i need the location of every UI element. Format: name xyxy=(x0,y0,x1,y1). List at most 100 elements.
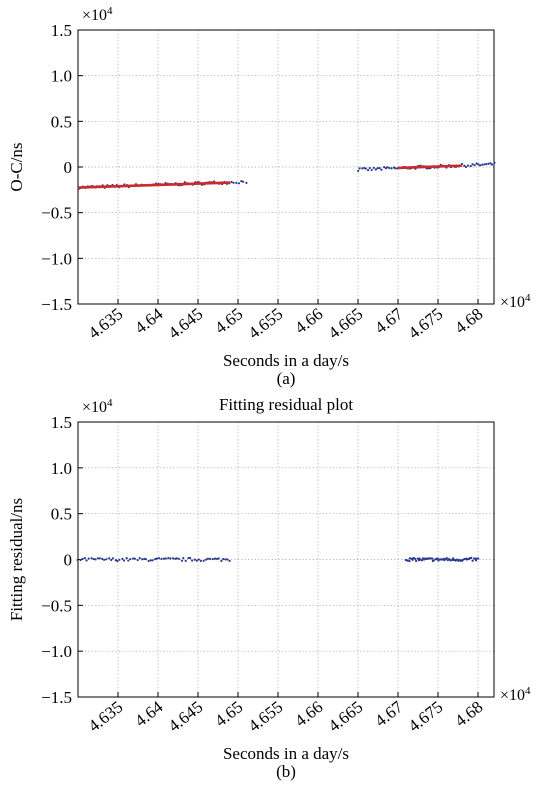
panel-a-y-multiplier: ×104 xyxy=(82,5,113,24)
panel-b-data-point xyxy=(111,557,114,560)
panel-a-data-point xyxy=(372,166,375,169)
panel-b-xtick-label: 4.655 xyxy=(245,697,287,736)
panel-b-data-point xyxy=(169,557,172,560)
panel-a-axes-frame xyxy=(77,29,495,305)
panel-a-data-point xyxy=(475,162,478,165)
panel-b-data-point xyxy=(217,557,220,560)
panel-b-data-point xyxy=(208,557,212,560)
panel-b-data-point xyxy=(121,557,124,560)
panel-b-xtick-label: 4.675 xyxy=(405,697,447,736)
panel-b-data-point xyxy=(81,557,84,560)
panel-b-data-point xyxy=(154,558,157,561)
panel-a-data-point xyxy=(464,165,468,169)
panel-b-data-point xyxy=(122,559,126,562)
panel-a-data-point xyxy=(383,166,386,169)
panel-b-data-point xyxy=(427,557,430,560)
panel-a-data-point xyxy=(487,162,490,165)
panel-b-ytick-label: −0.5 xyxy=(41,596,72,615)
panel-b-data-point xyxy=(220,559,223,562)
panel-b-data-point xyxy=(171,557,175,560)
panel-b-data-point xyxy=(144,558,147,561)
panel-b-data-point xyxy=(226,558,229,561)
panel-b-ylabel: Fitting residual/ns xyxy=(7,498,26,621)
panel-a-data-point xyxy=(469,164,472,168)
panel-b-data-point xyxy=(90,557,93,560)
panel-a-x-multiplier: ×104 xyxy=(500,292,531,311)
panel-a-data-point xyxy=(361,167,364,170)
panel-b-data-point xyxy=(155,557,159,560)
panel-b-data-point xyxy=(414,557,417,561)
panel-b-data-point xyxy=(213,557,217,560)
panel-b-data-point xyxy=(406,559,409,562)
panel-a-data-point xyxy=(358,167,361,170)
panel-a-ytick-label: 1.0 xyxy=(51,67,72,86)
panel-a-data-point xyxy=(477,163,480,166)
panel-a-data-point xyxy=(485,162,488,166)
panel-a-data-point xyxy=(357,169,360,173)
panel-b-data-point xyxy=(471,559,474,562)
panel-b-data-point xyxy=(162,557,166,560)
panel-b-data-point xyxy=(432,559,435,562)
panel-a-ytick-label: −1.5 xyxy=(41,295,72,314)
panel-b-ytick-label: 1.0 xyxy=(51,459,72,478)
panel-b-data-point xyxy=(76,558,79,562)
panel-a-caption: (a) xyxy=(277,369,296,388)
panel-b-data-point xyxy=(222,557,225,561)
panel-b-data-point xyxy=(96,557,99,560)
panel-a-xtick-label: 4.675 xyxy=(405,304,447,343)
panel-b-data-point xyxy=(199,559,203,563)
panel-a-data-point xyxy=(489,162,492,165)
panel-b-data-point xyxy=(175,557,178,560)
panel-a-data-point xyxy=(380,168,383,171)
panel-a-data-point xyxy=(245,181,248,184)
panel-b-data-point xyxy=(118,558,121,561)
panel-a-data-point xyxy=(376,167,379,170)
panel-a-data-point xyxy=(232,181,235,184)
panel-a-ytick-label: 1.5 xyxy=(51,21,72,40)
panel-b-data-point xyxy=(149,559,152,562)
panel-b-data-point xyxy=(189,556,192,560)
panel-b-data-point xyxy=(187,556,190,560)
panel-a-data-point xyxy=(237,182,241,185)
panel-b-ytick-label: −1.0 xyxy=(41,642,72,661)
panel-b-xtick-label: 4.635 xyxy=(85,697,127,736)
panel-b-data-point xyxy=(105,558,108,561)
panel-a-data-point xyxy=(374,168,377,171)
panel-b-data-point xyxy=(110,558,113,562)
panel-b-data-point xyxy=(87,557,90,560)
panel-b-data-point xyxy=(160,557,163,560)
panel-a-data-point xyxy=(388,166,391,170)
panel-b-data-point xyxy=(204,558,208,561)
panel-a-ytick-label: −1.0 xyxy=(41,249,72,268)
panel-a-data-point xyxy=(395,167,399,170)
panel-b-data-point xyxy=(177,557,181,560)
panel-a-data-point xyxy=(481,163,484,166)
panel-b-data-point xyxy=(103,558,106,561)
panel-b-data-point xyxy=(215,557,218,560)
panel-a-data-point xyxy=(386,166,389,169)
panel-a-xtick-label: 4.66 xyxy=(291,304,326,337)
panel-a-data-point xyxy=(364,167,367,170)
panel-b-data-point xyxy=(445,556,448,560)
panel-b-caption: (b) xyxy=(276,762,296,781)
panel-b-data-point xyxy=(94,558,97,561)
panel-b-data-point xyxy=(147,559,150,563)
panel-b-data-point xyxy=(151,559,154,562)
panel-a-data-point xyxy=(366,169,370,172)
panel-b-data-point xyxy=(197,558,200,561)
panel-b-xtick-label: 4.67 xyxy=(371,697,407,731)
panel-b-data-point xyxy=(138,556,141,560)
panel-a-xlabel: Seconds in a day/s xyxy=(223,351,349,370)
panel-b-data-point xyxy=(408,559,411,563)
panel-b-data-point xyxy=(190,559,194,562)
panel-b-ytick-label: −1.5 xyxy=(41,688,72,707)
panel-a-data-point xyxy=(394,167,397,170)
panel-b-xtick-label: 4.68 xyxy=(451,697,486,730)
panel-b-data-point xyxy=(211,558,214,561)
panel-b-xtick-label: 4.64 xyxy=(131,697,167,731)
panel-b-data-point xyxy=(136,558,139,562)
panel-a-data-point xyxy=(241,180,245,183)
panel-b-data-point xyxy=(164,557,167,560)
panel-b-data-point xyxy=(125,556,128,560)
panel-b-data-point xyxy=(420,559,424,562)
